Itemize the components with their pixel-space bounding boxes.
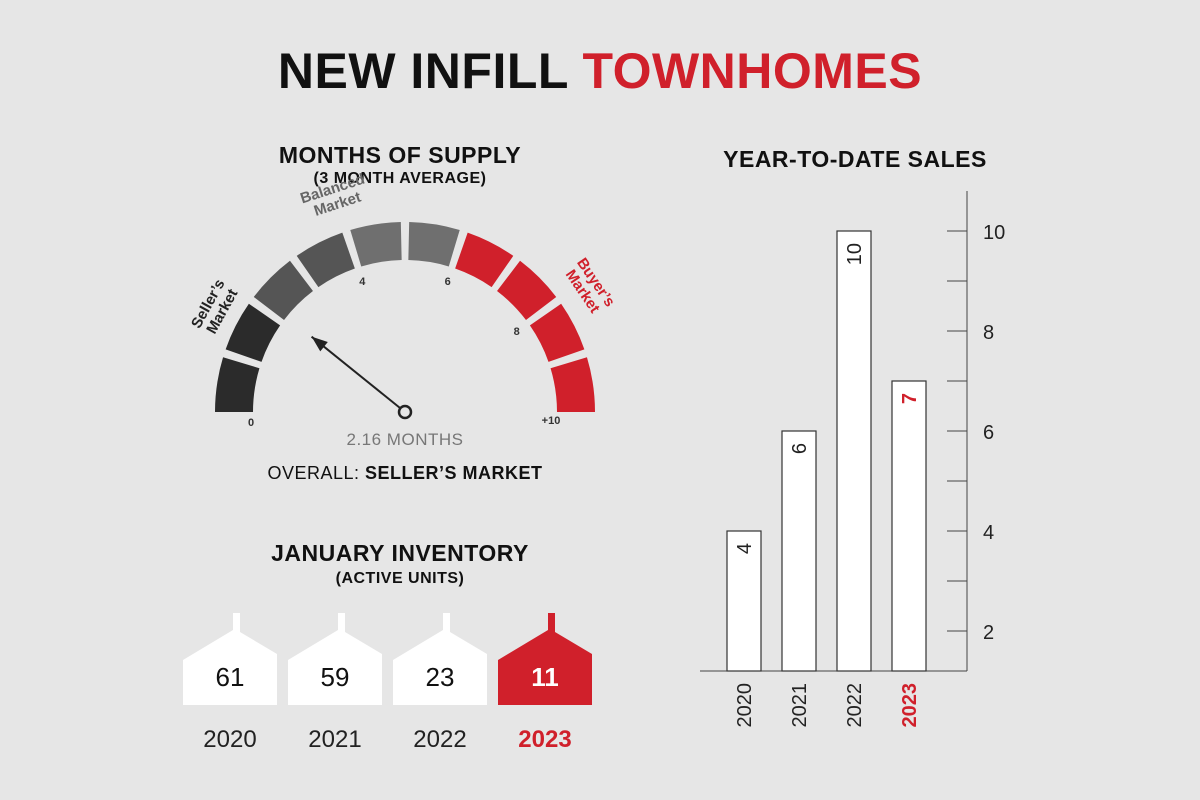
overall-market: OVERALL: SELLER’S MARKET xyxy=(200,463,610,484)
gauge-segment xyxy=(408,222,460,267)
sales-x-tick-label-2020: 2020 xyxy=(734,683,756,728)
inventory-heading: JANUARY INVENTORY xyxy=(271,540,529,566)
gauge-segment xyxy=(253,260,313,320)
gauge-needle xyxy=(310,335,406,413)
supply-subheading: (3 MONTH AVERAGE) xyxy=(313,170,487,187)
inventory-house-2020 xyxy=(183,613,277,705)
gauge-segment xyxy=(215,357,260,412)
gauge-tick-label: 6 xyxy=(445,276,451,288)
gauge-segment xyxy=(529,303,585,362)
inventory-year-2021: 2021 xyxy=(308,726,362,753)
sales-bar-2020 xyxy=(726,530,762,672)
gauge-segment xyxy=(455,232,514,288)
gauge-tick-label: 4 xyxy=(359,276,366,288)
gauge-segment xyxy=(497,260,557,320)
gauge-tick-label: 0 xyxy=(248,417,254,429)
sales-y-tick-label: 6 xyxy=(983,422,994,444)
gauge-pivot xyxy=(397,404,413,420)
sales-x-tick-label-2022: 2022 xyxy=(844,683,866,728)
overall-label: OVERALL: xyxy=(267,463,360,483)
sales-y-tick-label: 2 xyxy=(983,622,994,644)
sales-heading: YEAR-TO-DATE SALES xyxy=(723,146,987,172)
inventory-year-2022: 2022 xyxy=(413,726,467,753)
sales-y-tick-label: 8 xyxy=(983,322,994,344)
page-title: NEW INFILL TOWNHOMES xyxy=(0,42,1200,100)
inventory-value-2023: 11 xyxy=(531,662,559,692)
title-part1: NEW INFILL xyxy=(277,43,569,99)
inventory-house-2021 xyxy=(288,613,382,705)
gauge-needle-head xyxy=(311,336,328,352)
sales-y-tick-label: 4 xyxy=(983,522,994,544)
inventory-year-2020: 2020 xyxy=(203,726,257,753)
sales-bar-2022 xyxy=(836,230,872,672)
gauge-segment xyxy=(296,232,355,288)
gauge-segment xyxy=(225,303,281,362)
gauge-tick-label: +10 xyxy=(542,415,561,427)
gauge-tick-label: 8 xyxy=(514,326,520,338)
sales-bar-2023 xyxy=(891,380,927,672)
title-part2: TOWNHOMES xyxy=(582,43,923,99)
sales-y-tick-label: 10 xyxy=(983,222,1005,244)
sales-x-tick-label-2021: 2021 xyxy=(789,683,811,728)
inventory-house-2022 xyxy=(393,613,487,705)
inventory-value-2020: 61 xyxy=(215,662,245,692)
inventory-subheading: (ACTIVE UNITS) xyxy=(335,570,465,587)
inventory-value-2021: 59 xyxy=(320,662,350,692)
supply-heading: MONTHS OF SUPPLY xyxy=(278,142,522,168)
inventory-value-2022: 23 xyxy=(425,662,455,692)
inventory-year-2023: 2023 xyxy=(518,726,572,753)
inventory-house-2023 xyxy=(498,613,592,705)
gauge-segment xyxy=(350,222,402,267)
gauge-segment xyxy=(550,357,595,412)
overall-value: SELLER’S MARKET xyxy=(365,463,543,483)
sales-bar-2021 xyxy=(781,430,817,672)
gauge-readout: 2.16 MONTHS xyxy=(346,430,464,449)
sales-bar-label-2022: 10 xyxy=(844,243,866,265)
sales-bar-label-2021: 6 xyxy=(789,443,811,454)
sales-bar-label-2023: 7 xyxy=(899,393,921,404)
sales-bar-label-2020: 4 xyxy=(734,543,756,554)
sales-x-tick-label-2023: 2023 xyxy=(899,683,921,728)
